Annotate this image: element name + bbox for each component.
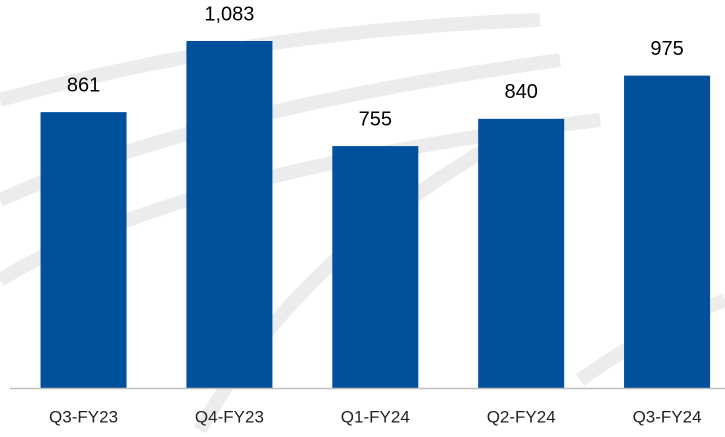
bar	[624, 75, 711, 388]
value-label: 1,083	[204, 3, 254, 25]
bar	[478, 118, 565, 388]
x-tick-label: Q1-FY24	[341, 407, 410, 426]
value-label: 755	[359, 108, 392, 130]
x-tick-label: Q3-FY23	[49, 407, 118, 426]
x-tick-label: Q2-FY24	[487, 407, 556, 426]
value-label: 975	[650, 38, 683, 60]
bar	[40, 112, 127, 389]
value-label: 861	[67, 74, 100, 96]
x-tick-label: Q4-FY23	[195, 407, 264, 426]
x-tick-label: Q3-FY24	[633, 407, 702, 426]
value-label: 840	[504, 81, 537, 103]
bar	[332, 146, 419, 388]
bar	[186, 41, 273, 388]
